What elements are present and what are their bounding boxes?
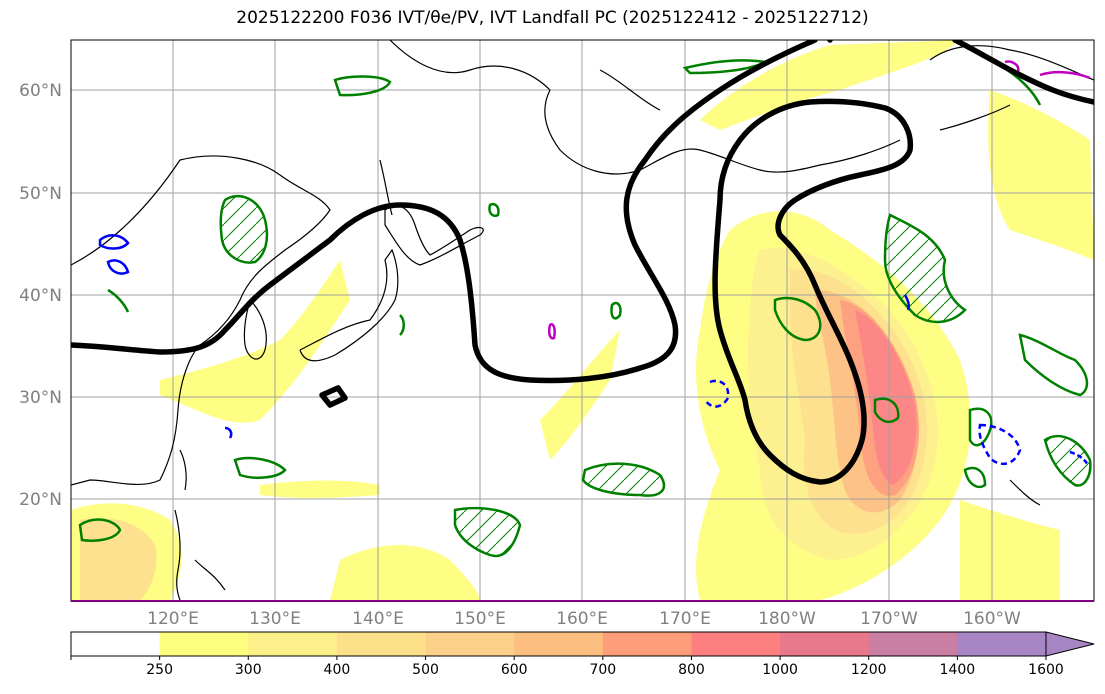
colorbar-tick-label: 800 [678,662,705,678]
colorbar-segment [602,632,692,656]
colorbar-segment [868,632,958,656]
colorbar-segment [248,632,338,656]
longitude-labels: 120°E 130°E 140°E 150°E 160°E 170°E 180°… [147,609,1021,629]
colorbar-segment [425,632,515,656]
lat-label-60: 60°N [19,81,62,101]
colorbar-segment [780,632,870,656]
colorbar-segment [514,632,604,656]
colorbar-tick-label: 1200 [851,662,887,678]
lon-label-160w: 160°W [963,609,1021,629]
lat-label-20: 20°N [19,490,62,510]
lat-label-30: 30°N [19,388,62,408]
colorbar-segment [691,632,781,656]
colorbar-tick-label: 600 [501,662,528,678]
lat-label-40: 40°N [19,286,62,306]
colorbar-tick-label: 400 [324,662,351,678]
colorbar-tick-label: 1600 [1028,662,1064,678]
pv-magenta-contours [547,60,1091,340]
colorbar-tick-label: 700 [589,662,616,678]
colorbar-tick-label: 1400 [940,662,976,678]
colorbar-tick-label: 300 [235,662,262,678]
ivt-landfall-contour [71,40,1094,485]
colorbar-tick-label: 500 [412,662,439,678]
colorbar-segment [336,632,427,656]
lon-label-120e: 120°E [147,609,199,629]
colorbar-extend-arrow [1045,631,1095,657]
colorbar-segment [71,632,161,656]
colorbar-tick-label: 1000 [762,662,798,678]
pv-contours [98,234,1090,466]
lon-label-160e: 160°E [556,609,608,629]
latitude-labels: 60°N 50°N 40°N 30°N 20°N [19,81,62,510]
graticule [71,40,1094,601]
lon-label-150e: 150°E [454,609,506,629]
colorbar-segment [957,632,1047,656]
lon-label-170w: 170°W [860,609,918,629]
lon-label-170e: 170°E [659,609,711,629]
coastlines [71,40,1094,601]
map-title: 2025122200 F036 IVT/θe/PV, IVT Landfall … [236,8,869,28]
colorbar-segment [159,632,249,656]
lon-label-180w: 180°W [758,609,816,629]
lat-label-50: 50°N [19,184,62,204]
colorbar: 250 300 400 500 600 700 800 1000 1200 1400 1600 [70,631,1095,678]
lon-label-130e: 130°E [249,609,301,629]
lon-label-140e: 140°E [352,609,404,629]
colorbar-tick-label: 250 [146,662,173,678]
